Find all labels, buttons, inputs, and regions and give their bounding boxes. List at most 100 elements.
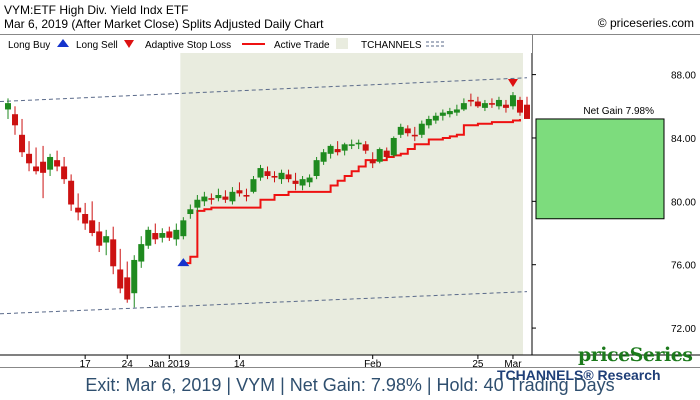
candle-body (222, 196, 229, 200)
candle-body (432, 115, 439, 121)
legend-active-trade-swatch (336, 38, 348, 49)
candle-body (397, 126, 404, 135)
x-tick-label: 25 (472, 359, 484, 369)
candle-body (439, 112, 446, 116)
candle-body (215, 195, 222, 199)
candle-body (467, 99, 474, 102)
chart-frame: Net Gain 7.98% 72.00 76.00 80.00 84.00 88.00… (0, 34, 700, 383)
candle-body (110, 239, 117, 267)
candle-body (19, 134, 26, 153)
long-sell-arrow-icon (507, 79, 518, 88)
candle-body (327, 145, 334, 154)
tchannels-research-logo: TCHANNELS® Research (497, 367, 661, 383)
active-trade-region-group (180, 35, 523, 355)
x-tick-label: Mar (504, 359, 522, 369)
candle-body (488, 103, 495, 105)
candle-body (509, 95, 516, 107)
candle-body (117, 269, 124, 289)
candle-body (460, 103, 467, 110)
candle-body (495, 99, 502, 107)
candle-body (250, 179, 257, 192)
x-tick-label: Feb (364, 359, 382, 369)
candle-body (362, 144, 369, 151)
candle-body (355, 142, 362, 145)
candle-body (334, 149, 341, 153)
adaptive-stop-loss-line (183, 118, 521, 265)
x-tick-label: 14 (234, 359, 246, 369)
tchannel-upper-line (0, 77, 528, 103)
candle-body (89, 220, 96, 234)
candle-body (47, 156, 54, 170)
chart-plot: Net Gain 7.98% 72.00 76.00 80.00 84.00 88.00… (0, 35, 700, 369)
candle-body (425, 118, 432, 126)
legend: Long Buy Long Sell Adaptive Stop Loss Activ… (0, 35, 532, 53)
chart-subtitle: Mar 6, 2019 (After Market Close) Splits … (4, 17, 324, 31)
net-gain-group: Net Gain 7.98% (535, 106, 665, 220)
y-tick-label: 76.00 (671, 261, 696, 272)
active-trade-region (180, 35, 523, 355)
footer-summary: Exit: Mar 6, 2019 | VYM | Net Gain: 7.98… (85, 375, 615, 395)
y-tick-label: 80.00 (671, 197, 696, 208)
tchannel-lower-line (0, 291, 528, 315)
candle-body (96, 231, 103, 246)
candle-body (516, 99, 523, 113)
candle-body (383, 150, 390, 157)
legend-long-buy-label: Long Buy (8, 40, 50, 51)
candle-body (341, 144, 348, 151)
candle-body (159, 233, 166, 238)
candle-body (33, 166, 40, 172)
y-tick-label: 72.00 (671, 324, 696, 335)
copyright-text[interactable]: © priceseries.com (597, 16, 694, 30)
candle-body (474, 101, 481, 107)
candle-body (313, 160, 320, 176)
candle-body (306, 177, 313, 183)
candle-body (243, 195, 250, 197)
net-gain-box (535, 118, 665, 220)
legend-adaptive-stop-label: Adaptive Stop Loss (145, 40, 231, 51)
x-tick-label: Jan 2019 (149, 359, 191, 369)
candle-body (292, 180, 299, 184)
candle-body (68, 180, 75, 205)
candle-body (502, 104, 509, 108)
legend-sell-arrow-icon (124, 40, 134, 48)
tchannel-lines (0, 77, 528, 315)
candle-body (131, 259, 138, 294)
candle-body (166, 231, 173, 238)
candle-body (12, 114, 19, 126)
signal-arrows (177, 79, 518, 267)
candle-body (453, 109, 460, 113)
y-tick-label: 88.00 (671, 71, 696, 82)
candle-body (194, 199, 201, 208)
candle-body (5, 103, 11, 110)
candle-body (376, 149, 383, 162)
candle-body (348, 144, 355, 146)
chart-title: VYM:ETF High Div. Yield Indx ETF (4, 3, 189, 17)
candle-body (103, 236, 110, 243)
candle-body (278, 172, 285, 180)
candle-body (26, 153, 33, 164)
candle-body (236, 190, 243, 194)
candle-body (411, 134, 418, 137)
candle-body (173, 229, 180, 240)
candle-body (40, 161, 47, 173)
long-buy-arrow-icon (177, 258, 190, 267)
candle-body (418, 123, 425, 135)
candle-body (271, 175, 278, 178)
x-tick-label: 17 (80, 359, 92, 369)
legend-tchannels-label: TCHANNELS (361, 40, 422, 51)
y-tick-label: 84.00 (671, 134, 696, 145)
candle-body (208, 198, 215, 200)
candle-body (82, 214, 89, 224)
candle-body (257, 168, 264, 178)
candle-body (264, 171, 271, 176)
candle-body (404, 128, 411, 134)
candlestick-series (5, 92, 530, 308)
candle-body (180, 220, 187, 237)
stop-loss-group (183, 118, 521, 265)
priceseries-logo: priceSeries (578, 344, 693, 366)
candle-body (75, 207, 82, 213)
candle-body (61, 166, 68, 180)
candle-body (390, 137, 397, 156)
candle-body (285, 174, 292, 180)
candle-body (229, 191, 236, 202)
